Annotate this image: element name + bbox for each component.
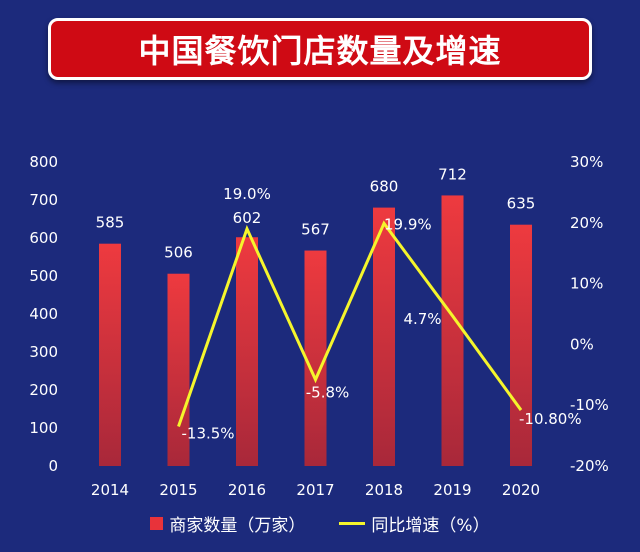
bar-2017 — [304, 250, 327, 466]
x-tick-2014: 2014 — [91, 481, 129, 499]
legend-label-line: 同比增速（%） — [371, 515, 490, 536]
left-axis-tick-600: 600 — [29, 229, 58, 247]
legend-label-bars: 商家数量（万家） — [169, 515, 306, 536]
bar-2018 — [373, 207, 395, 466]
bar-swatch — [150, 516, 164, 530]
bar-label-2019: 712 — [438, 165, 467, 183]
bar-2019 — [441, 195, 464, 466]
right-axis-tick-10%: 10% — [570, 275, 603, 293]
right-axis-tick-0%: 0% — [570, 335, 594, 353]
right-axis-tick-20%: 20% — [570, 214, 603, 232]
title-banner: 中国餐饮门店数量及增速 — [48, 18, 592, 80]
left-axis-tick-200: 200 — [29, 381, 58, 399]
line-label-2018: 19.9% — [384, 215, 432, 233]
bar-label-2018: 680 — [370, 178, 399, 196]
left-axis-tick-400: 400 — [29, 305, 58, 323]
right-axis-tick-30%: 30% — [570, 153, 603, 171]
line-label-2020: -10.80% — [519, 410, 582, 428]
left-axis-tick-0: 0 — [48, 457, 58, 475]
bar-label-2016: 602 — [233, 209, 262, 227]
line-label-2016: 19.0% — [223, 185, 271, 203]
left-axis-tick-100: 100 — [29, 419, 58, 437]
line-label-2019: 4.7% — [403, 310, 441, 328]
legend-item-bars: 商家数量（万家） — [150, 511, 305, 536]
bar-2016 — [236, 237, 258, 466]
line-label-2015: -13.5% — [182, 424, 235, 442]
line-swatch — [339, 521, 366, 525]
x-tick-2018: 2018 — [365, 481, 403, 499]
bar-label-2015: 506 — [164, 244, 193, 262]
left-axis-tick-300: 300 — [29, 343, 58, 361]
chart-title: 中国餐饮门店数量及增速 — [138, 32, 502, 70]
x-tick-2015: 2015 — [159, 481, 197, 499]
bar-2014 — [99, 243, 121, 466]
legend-item-line: 同比增速（%） — [339, 511, 490, 536]
legend: 商家数量（万家） 同比增速（%） — [0, 508, 640, 538]
left-axis-tick-800: 800 — [29, 153, 58, 171]
bar-label-2020: 635 — [507, 195, 536, 213]
right-axis-tick--20%: -20% — [570, 457, 609, 475]
x-tick-2019: 2019 — [433, 481, 471, 499]
left-axis-tick-500: 500 — [29, 267, 58, 285]
bar-label-2017: 567 — [301, 221, 330, 239]
x-tick-2017: 2017 — [296, 481, 334, 499]
x-tick-2016: 2016 — [228, 481, 266, 499]
bar-label-2014: 585 — [96, 214, 125, 232]
right-axis-tick--10%: -10% — [570, 396, 609, 414]
x-tick-2020: 2020 — [502, 481, 540, 499]
chart-svg: 0 100 200 300 400 500 600 700 800 -20% -10% 0% 10% 20… — [29, 153, 609, 499]
bar-2015 — [167, 273, 190, 466]
left-axis-tick-700: 700 — [29, 191, 58, 209]
line-label-2017: -5.8% — [306, 384, 350, 402]
growth-line — [177, 220, 523, 427]
bar-2020 — [510, 224, 532, 466]
